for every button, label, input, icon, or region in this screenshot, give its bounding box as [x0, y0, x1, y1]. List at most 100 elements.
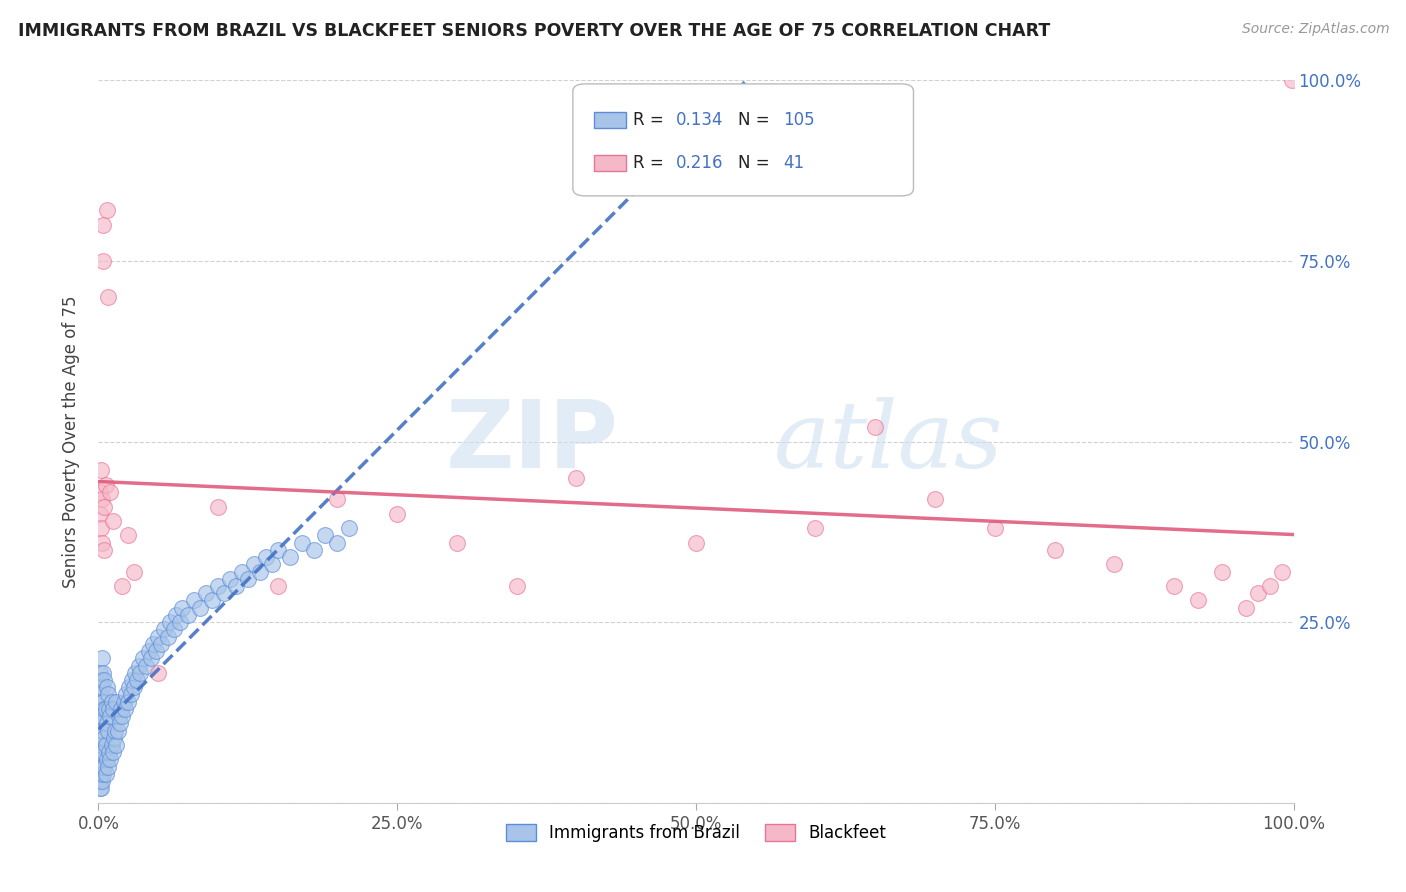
Point: [101, 745, 124, 759]
Point: [267, 579, 290, 593]
Point: [97, 290, 120, 304]
Point: [243, 558, 266, 572]
Point: [207, 500, 229, 514]
Point: [138, 644, 160, 658]
Y-axis label: Seniors Poverty Over the Age of 75: Seniors Poverty Over the Age of 75: [62, 295, 80, 588]
Text: N =: N =: [738, 154, 775, 172]
Point: [129, 665, 152, 680]
Legend: Immigrants from Brazil, Blackfeet: Immigrants from Brazil, Blackfeet: [499, 817, 893, 848]
Point: [804, 521, 827, 535]
Point: [201, 593, 224, 607]
Point: [339, 521, 361, 535]
Point: [89, 709, 111, 723]
Point: [118, 680, 141, 694]
Point: [128, 658, 150, 673]
Point: [159, 615, 181, 630]
Point: [100, 738, 122, 752]
Point: [89, 781, 111, 796]
Text: 105: 105: [783, 111, 815, 129]
Point: [91, 665, 114, 680]
Point: [1281, 73, 1303, 87]
Point: [91, 774, 114, 789]
Point: [101, 702, 124, 716]
Text: atlas: atlas: [773, 397, 1002, 486]
Point: [91, 760, 114, 774]
Point: [156, 630, 179, 644]
Point: [91, 723, 114, 738]
Text: 41: 41: [783, 154, 804, 172]
Point: [195, 586, 218, 600]
Text: Source: ZipAtlas.com: Source: ZipAtlas.com: [1241, 22, 1389, 37]
Point: [231, 565, 253, 579]
Point: [103, 731, 125, 745]
Point: [108, 716, 131, 731]
Point: [302, 542, 325, 557]
Point: [89, 774, 111, 789]
Point: [91, 680, 114, 694]
Point: [1271, 565, 1294, 579]
Point: [94, 478, 117, 492]
Point: [865, 420, 887, 434]
Point: [97, 687, 120, 701]
Text: 0.216: 0.216: [676, 154, 723, 172]
Point: [117, 695, 139, 709]
Point: [236, 572, 259, 586]
Point: [93, 731, 115, 745]
Text: N =: N =: [738, 111, 775, 129]
Point: [91, 253, 114, 268]
Point: [97, 723, 120, 738]
Point: [98, 709, 122, 723]
Point: [91, 218, 114, 232]
Point: [96, 752, 118, 766]
Point: [91, 709, 114, 723]
Text: IMMIGRANTS FROM BRAZIL VS BLACKFEET SENIORS POVERTY OVER THE AGE OF 75 CORRELATI: IMMIGRANTS FROM BRAZIL VS BLACKFEET SENI…: [18, 22, 1050, 40]
Point: [93, 500, 115, 514]
Point: [89, 507, 111, 521]
Point: [89, 760, 111, 774]
Point: [139, 651, 162, 665]
Point: [111, 579, 134, 593]
Point: [1104, 558, 1126, 572]
Point: [165, 607, 187, 622]
Point: [94, 767, 117, 781]
Point: [94, 702, 117, 716]
Point: [163, 623, 186, 637]
Point: [142, 637, 165, 651]
Point: [506, 579, 529, 593]
Point: [172, 600, 194, 615]
Point: [90, 673, 112, 687]
Point: [93, 702, 115, 716]
Point: [267, 542, 290, 557]
Point: [101, 514, 124, 528]
Point: [120, 687, 142, 701]
Point: [89, 485, 111, 500]
Point: [385, 507, 409, 521]
Point: [446, 535, 468, 549]
Point: [131, 651, 153, 665]
Point: [98, 702, 121, 716]
Point: [115, 687, 138, 701]
Point: [148, 630, 170, 644]
Point: [90, 521, 112, 535]
FancyBboxPatch shape: [595, 112, 626, 128]
Point: [326, 492, 349, 507]
Point: [249, 565, 271, 579]
Point: [91, 651, 114, 665]
Point: [117, 528, 139, 542]
Point: [91, 492, 114, 507]
Point: [111, 709, 134, 723]
Point: [565, 470, 588, 484]
Point: [96, 680, 118, 694]
Point: [207, 579, 229, 593]
Point: [219, 572, 242, 586]
Point: [90, 695, 112, 709]
Point: [135, 658, 157, 673]
Point: [110, 702, 132, 716]
Point: [93, 542, 115, 557]
Point: [315, 528, 337, 542]
Point: [114, 702, 136, 716]
Point: [278, 550, 301, 565]
Point: [89, 745, 111, 759]
Point: [107, 709, 129, 723]
Text: R =: R =: [633, 154, 669, 172]
